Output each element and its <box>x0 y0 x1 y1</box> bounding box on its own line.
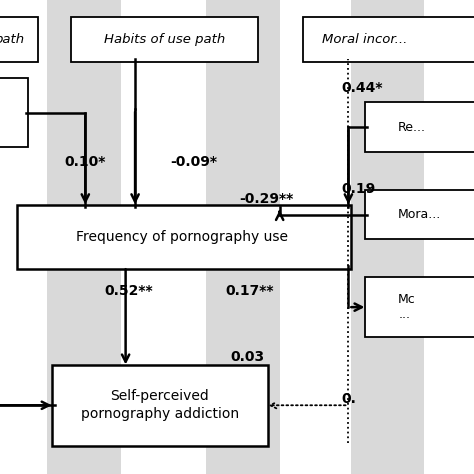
Text: 0.10*: 0.10* <box>64 155 105 169</box>
Text: 0.19: 0.19 <box>341 182 375 196</box>
Text: Habits of use path: Habits of use path <box>104 33 225 46</box>
Text: Self-perceived
pornography addiction: Self-perceived pornography addiction <box>81 389 239 421</box>
Text: 0.44*: 0.44* <box>341 82 383 95</box>
Text: Frequency of pornography use: Frequency of pornography use <box>76 230 289 244</box>
Bar <box>206 0 280 474</box>
Bar <box>47 0 121 474</box>
Text: 0.: 0. <box>341 392 356 406</box>
Bar <box>351 0 424 474</box>
FancyBboxPatch shape <box>17 205 351 269</box>
Text: 0.52**: 0.52** <box>104 284 153 298</box>
Text: 0.03: 0.03 <box>231 350 265 364</box>
FancyBboxPatch shape <box>303 17 474 62</box>
Text: Mc
...: Mc ... <box>398 293 416 321</box>
Text: -0.29**: -0.29** <box>239 192 293 206</box>
FancyBboxPatch shape <box>52 365 268 446</box>
FancyBboxPatch shape <box>71 17 258 62</box>
Text: 0.17**: 0.17** <box>225 284 273 298</box>
Text: -0.09*: -0.09* <box>171 155 218 169</box>
FancyBboxPatch shape <box>365 190 474 239</box>
Text: Re...: Re... <box>398 120 426 134</box>
Text: Moral incor...: Moral incor... <box>322 33 408 46</box>
FancyBboxPatch shape <box>0 78 28 147</box>
FancyBboxPatch shape <box>0 17 38 62</box>
FancyBboxPatch shape <box>365 277 474 337</box>
FancyBboxPatch shape <box>365 102 474 152</box>
Text: path: path <box>0 33 25 46</box>
Text: Mora...: Mora... <box>398 208 441 221</box>
